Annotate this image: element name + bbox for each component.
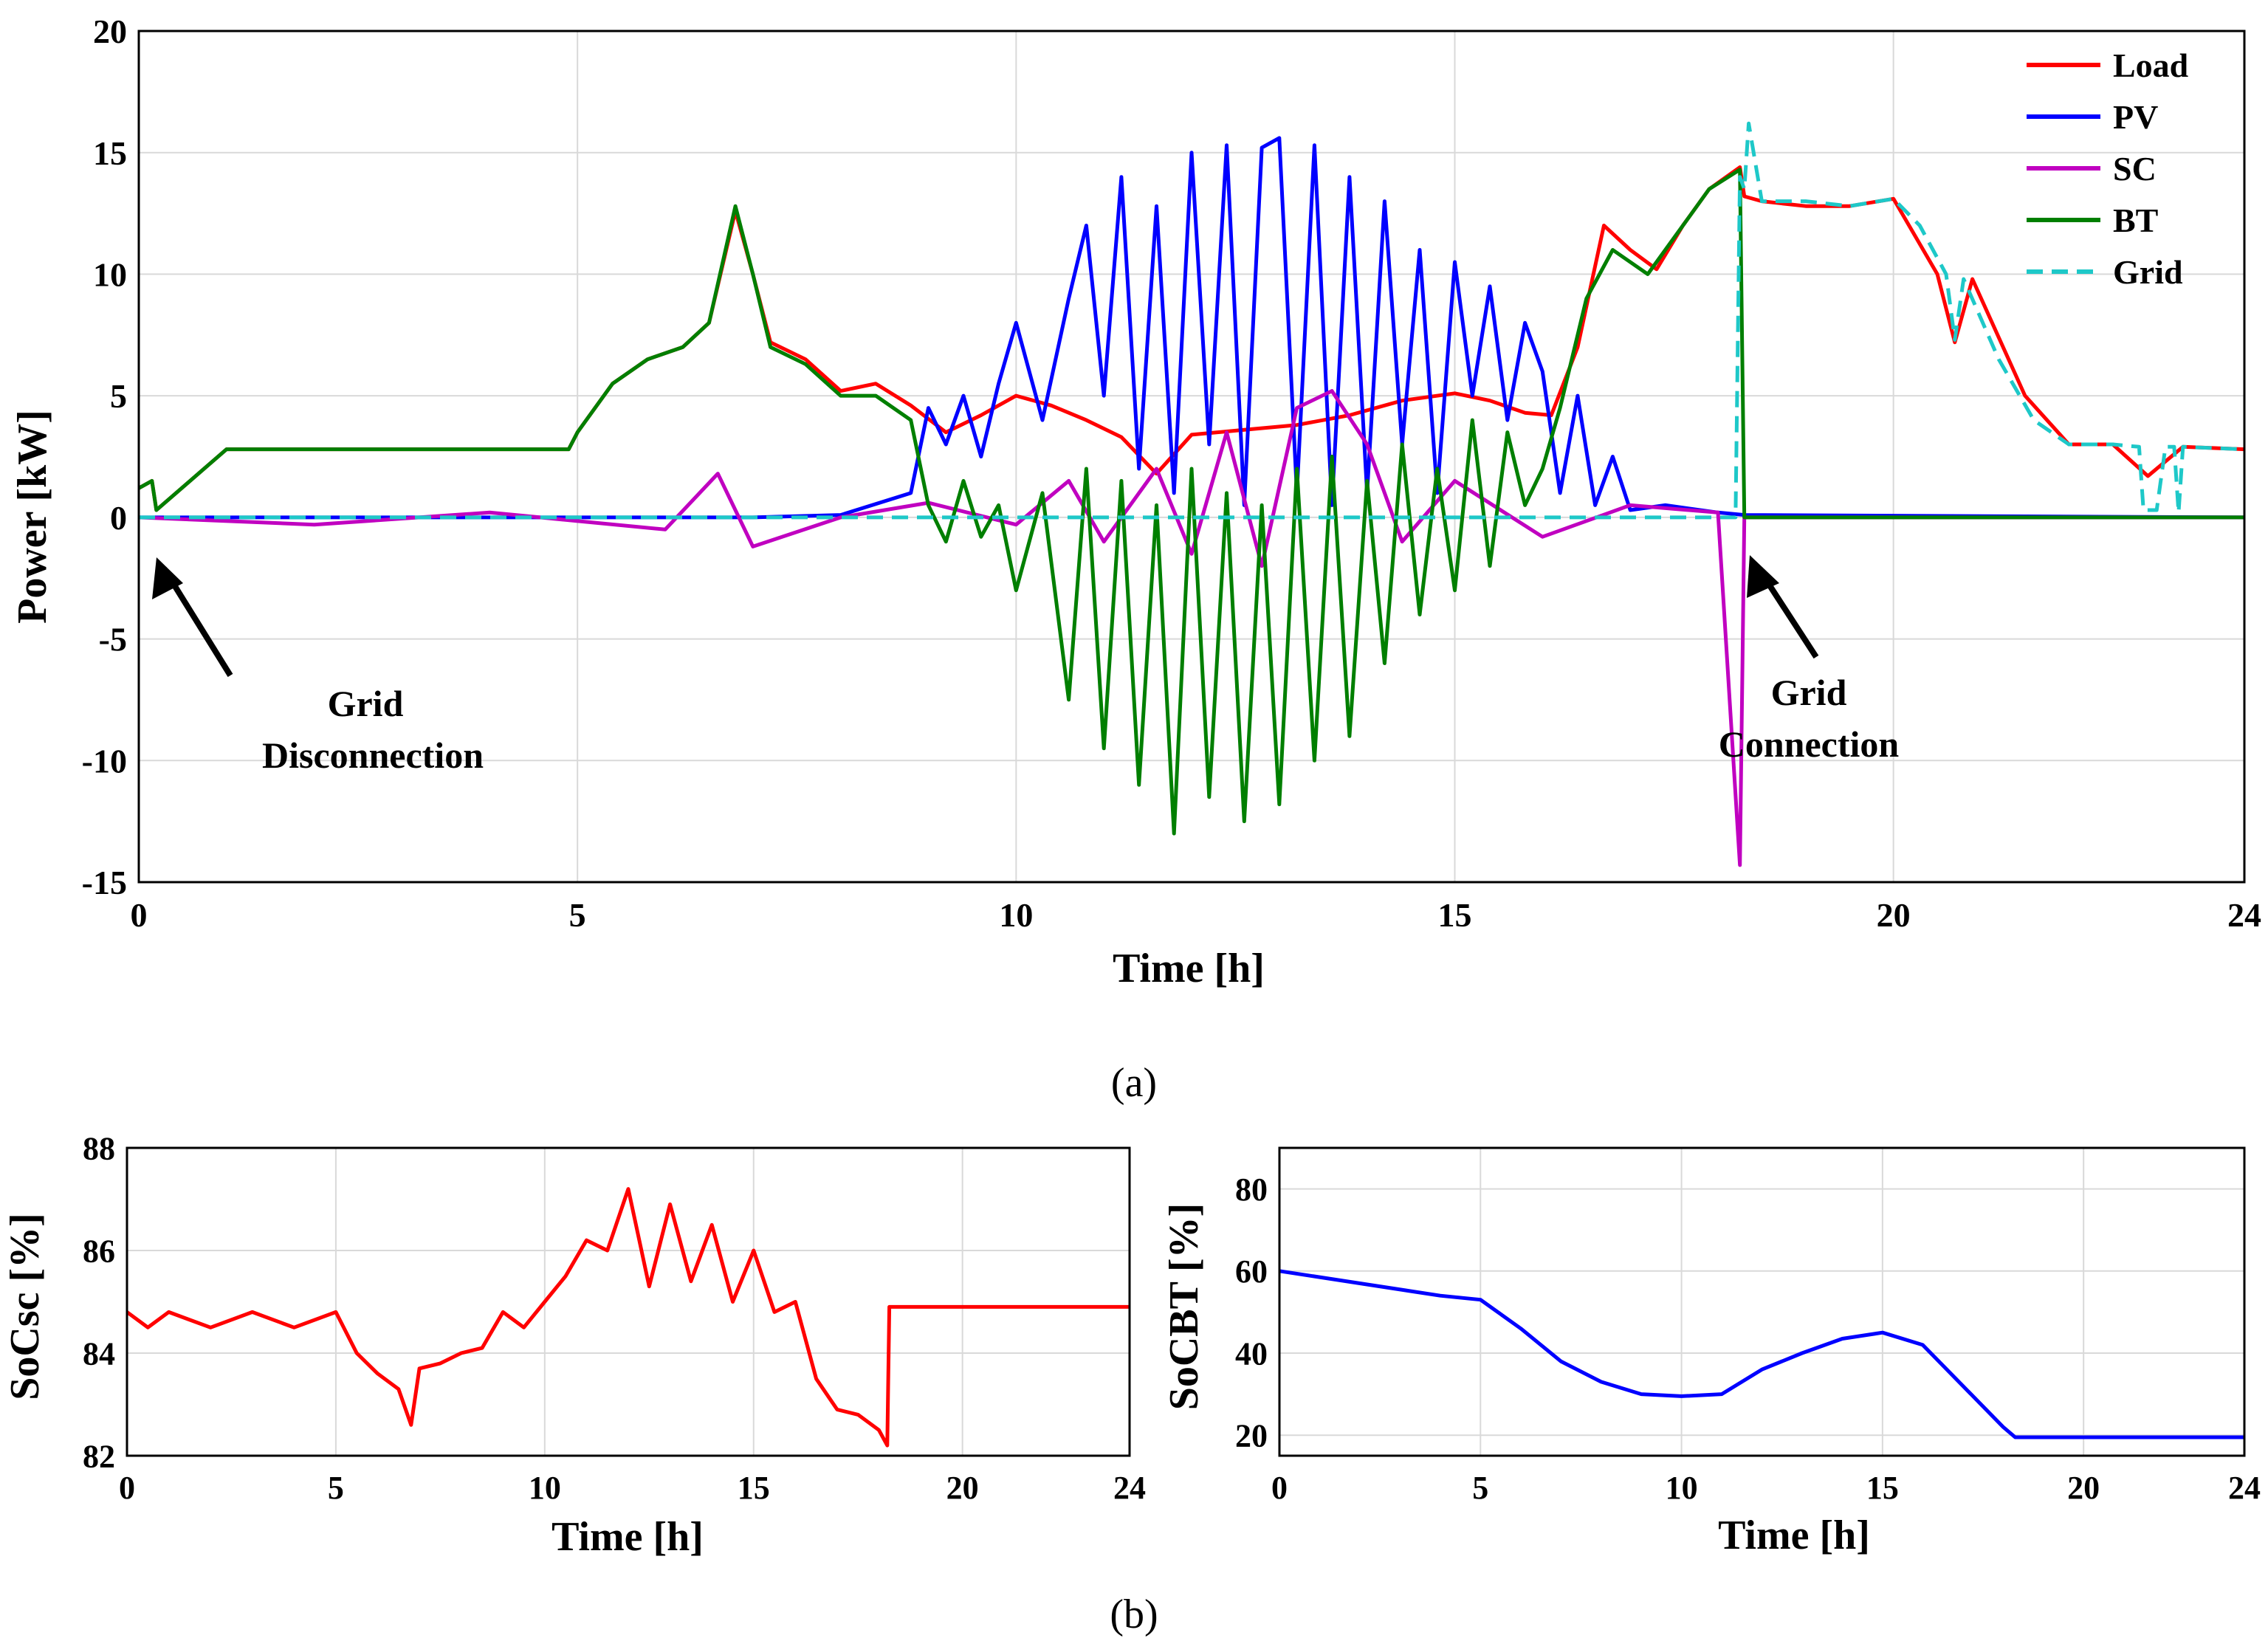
socsc-y-tick-88: 88 — [83, 1130, 115, 1166]
socsc-x-ticks: 0 5 10 15 20 24 — [119, 1470, 1146, 1506]
socbt-grid — [1279, 1148, 2245, 1456]
panel-a-caption: (a) — [1111, 1060, 1157, 1106]
disconnection-label-line1: Grid — [328, 683, 404, 724]
socbt-x-tick-0: 0 — [1271, 1470, 1288, 1506]
power-series-load — [137, 165, 2245, 512]
socbt-x-ticks: 0 5 10 15 20 24 — [1271, 1470, 2261, 1506]
power-x-tick-15: 15 — [1438, 896, 1472, 934]
legend-label-pv: PV — [2113, 98, 2158, 136]
socbt-series-socbt — [1279, 1269, 2244, 1439]
socsc-y-tick-84: 84 — [83, 1335, 115, 1372]
socsc-x-tick-5: 5 — [328, 1470, 344, 1506]
connection-label-line1: Grid — [1771, 672, 1847, 713]
power-x-tick-20: 20 — [1877, 896, 1911, 934]
socbt-series-layer — [1279, 1269, 2244, 1439]
power-y-tick--5: -5 — [99, 621, 127, 658]
power-x-tick-24: 24 — [2227, 896, 2261, 934]
socbt-x-tick-20: 20 — [2067, 1470, 2100, 1506]
power-x-ticks: 0 5 10 15 20 24 — [131, 896, 2262, 934]
socsc-x-tick-15: 15 — [738, 1470, 770, 1506]
power-y-ticks: -15 -10 -5 0 5 10 15 20 — [82, 13, 127, 901]
power-series-bt — [137, 168, 2244, 836]
disconnection-label-line2: Disconnection — [262, 735, 484, 776]
power-plot: 0 5 10 15 20 24 -15 -10 -5 0 5 10 15 20 Time [h] Pow… — [10, 13, 2261, 1106]
socbt-x-tick-24: 24 — [2228, 1470, 2261, 1506]
connection-label-line2: Connection — [1719, 723, 1900, 765]
power-plot-frame — [137, 30, 2246, 884]
power-series-grid — [139, 121, 2245, 520]
legend-label-sc: SC — [2113, 150, 2157, 188]
grid-connection-annotation: Grid Connection — [1719, 555, 1900, 765]
socbt-x-tick-10: 10 — [1666, 1470, 1698, 1506]
power-x-tick-0: 0 — [131, 896, 148, 934]
power-y-tick--10: -10 — [82, 742, 127, 780]
legend-label-grid: Grid — [2113, 253, 2183, 291]
power-y-axis-label: Power [kW] — [10, 410, 55, 624]
socsc-x-tick-20: 20 — [946, 1470, 979, 1506]
socsc-series-socsc — [126, 1187, 1130, 1448]
legend-label-load: Load — [2113, 47, 2189, 84]
power-y-tick-5: 5 — [110, 377, 127, 415]
socbt-y-axis-label: SoCBT [%] — [1161, 1203, 1207, 1411]
socbt-plot-frame — [1278, 1146, 2246, 1457]
power-series-pv — [139, 136, 2245, 520]
socbt-y-tick-20: 20 — [1235, 1418, 1268, 1454]
power-x-tick-10: 10 — [999, 896, 1033, 934]
socbt-y-ticks: 20 40 60 80 — [1235, 1172, 1268, 1454]
socbt-x-tick-15: 15 — [1866, 1470, 1899, 1506]
power-y-tick-20: 20 — [93, 13, 127, 50]
power-y-tick-10: 10 — [93, 256, 127, 294]
socsc-series-layer — [126, 1187, 1130, 1448]
connection-arrow-head-icon — [1747, 555, 1779, 598]
grid-disconnection-annotation: Grid Disconnection — [152, 557, 484, 776]
socbt-y-tick-80: 80 — [1235, 1172, 1268, 1208]
socsc-x-tick-24: 24 — [1113, 1470, 1146, 1506]
socbt-x-axis-label: Time [h] — [1718, 1513, 1870, 1558]
power-y-tick-0: 0 — [110, 499, 127, 537]
power-series-sc — [138, 389, 2244, 867]
socsc-plot: 0 5 10 15 20 24 82 84 86 88 Time [h] SoCsc [%] — [2, 1130, 1146, 1560]
socsc-y-ticks: 82 84 86 88 — [83, 1130, 115, 1474]
power-x-tick-5: 5 — [569, 896, 586, 934]
socsc-y-axis-label: SoCsc [%] — [2, 1213, 48, 1400]
disconnection-arrow-head-icon — [152, 557, 183, 599]
panel-b-caption: (b) — [1110, 1592, 1158, 1637]
socbt-x-tick-5: 5 — [1472, 1470, 1488, 1506]
socsc-plot-frame — [126, 1146, 1131, 1457]
socbt-y-tick-40: 40 — [1235, 1335, 1268, 1372]
power-y-tick-15: 15 — [93, 134, 127, 172]
socsc-x-tick-10: 10 — [529, 1470, 561, 1506]
power-x-axis-label: Time [h] — [1113, 946, 1265, 991]
power-y-tick--15: -15 — [82, 864, 127, 901]
socbt-plot: 0 5 10 15 20 24 20 40 60 80 Time [h] SoCBT [%] — [1161, 1146, 2261, 1558]
socsc-y-tick-86: 86 — [83, 1233, 115, 1269]
socbt-y-tick-60: 60 — [1235, 1253, 1268, 1290]
power-series-layer — [137, 121, 2245, 867]
socsc-y-tick-82: 82 — [83, 1438, 115, 1474]
socsc-x-tick-0: 0 — [119, 1470, 135, 1506]
legend-label-bt: BT — [2113, 202, 2158, 239]
power-legend: Load PV SC BT Grid — [2027, 47, 2189, 291]
socsc-x-axis-label: Time [h] — [551, 1514, 704, 1560]
